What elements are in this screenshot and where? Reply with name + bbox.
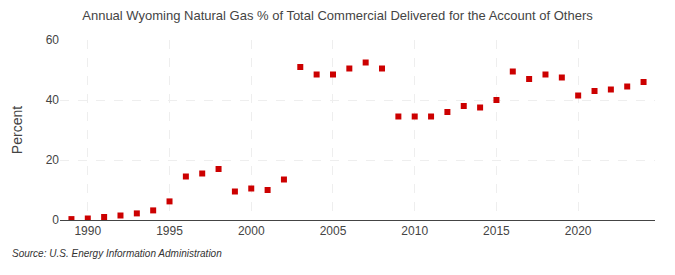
svg-text:20: 20 (46, 153, 60, 167)
svg-text:2005: 2005 (320, 224, 347, 238)
svg-text:1995: 1995 (156, 224, 183, 238)
svg-text:0: 0 (52, 213, 59, 227)
svg-text:2010: 2010 (401, 224, 428, 238)
svg-text:40: 40 (46, 93, 60, 107)
svg-text:1990: 1990 (74, 224, 101, 238)
svg-text:Percent: Percent (9, 106, 25, 154)
svg-text:2000: 2000 (238, 224, 265, 238)
svg-text:Source: U.S. Energy Informatio: Source: U.S. Energy Information Administ… (12, 248, 222, 259)
svg-text:Annual Wyoming Natural Gas % o: Annual Wyoming Natural Gas % of Total Co… (82, 8, 593, 23)
svg-text:2020: 2020 (565, 224, 592, 238)
svg-text:60: 60 (46, 33, 60, 47)
svg-text:2015: 2015 (483, 224, 510, 238)
